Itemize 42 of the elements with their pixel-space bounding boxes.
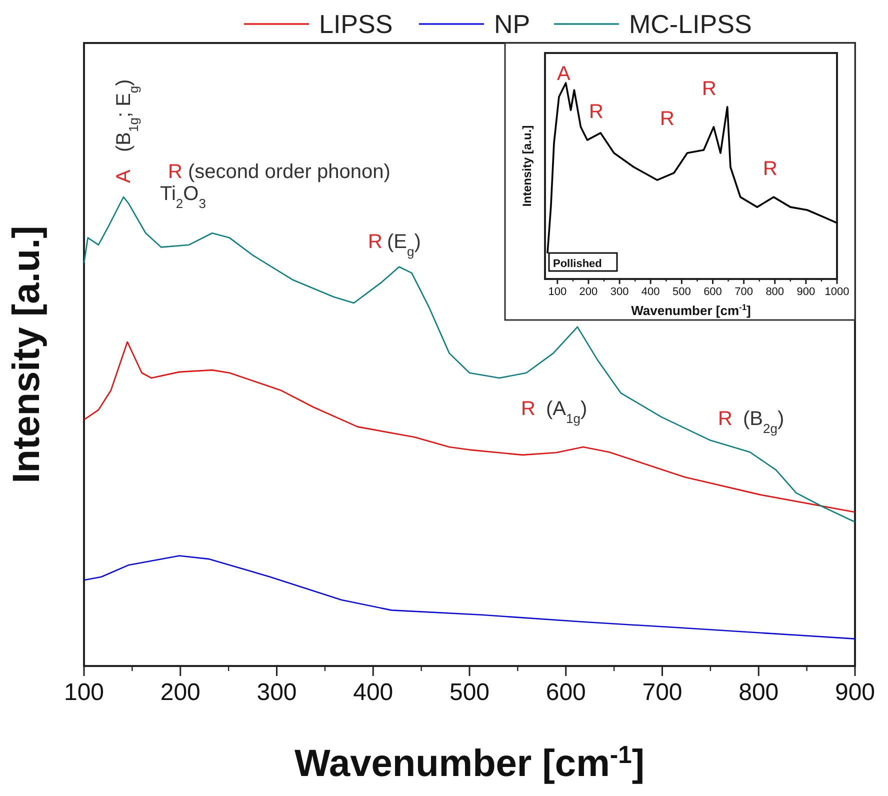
annotation: R	[763, 158, 778, 180]
x-tick-label: 300	[610, 286, 629, 298]
legend-label: LIPSS	[319, 9, 393, 39]
x-tick-label: 200	[160, 679, 200, 706]
x-tick-label: 400	[353, 679, 394, 706]
annotation: R	[718, 408, 732, 430]
x-tick-label: 800	[766, 286, 784, 298]
annotation: R	[368, 231, 382, 253]
x-tick-label: 500	[449, 679, 490, 706]
legend-label: NP	[494, 9, 530, 39]
x-tick-label: 600	[546, 679, 586, 706]
annotation: Pollished	[553, 258, 602, 270]
x-tick-label: 700	[734, 286, 753, 298]
annotation: (A$_{1g}$)	[546, 398, 588, 426]
x-tick-label: 500	[672, 286, 691, 298]
x-tick-label: 100	[64, 679, 104, 706]
x-tick-label: 1000	[824, 286, 850, 298]
x-tick-label: 200	[579, 286, 598, 298]
x-tick-label: 300	[256, 679, 297, 706]
annotation: R	[589, 101, 604, 123]
x-tick-label: 900	[796, 286, 816, 298]
text: A	[113, 169, 135, 183]
x-tick-label: 100	[548, 286, 567, 298]
x-tick-label: 400	[641, 286, 660, 298]
annotation: (E$_{g}$)	[387, 231, 421, 258]
text: R	[168, 161, 182, 183]
text: (second order phonon)	[188, 161, 390, 183]
x-axis-title: Wavenumber [cm$^{-1}$]	[294, 742, 644, 785]
annotation: R	[660, 108, 674, 130]
y-axis-title: Intensity [a.u.]	[6, 226, 48, 484]
x-tick-label: 900	[834, 679, 876, 706]
annotation: A	[557, 63, 571, 85]
annotation: (B$_{2g}$)	[743, 408, 784, 436]
annotation: R	[702, 78, 716, 100]
x-tick-label: 800	[738, 679, 779, 706]
y-axis-title: Intensity [a.u.]	[520, 125, 534, 207]
x-tick-label: 600	[704, 286, 722, 298]
x-axis-title: Wavenumber [cm$^{-1}$]	[631, 302, 751, 318]
legend-label: MC-LIPSS	[629, 9, 752, 39]
annotation: R	[521, 398, 536, 420]
annotation: Ti$_{2}$O$_{3}$	[160, 183, 206, 210]
x-tick-label: 700	[642, 679, 682, 706]
